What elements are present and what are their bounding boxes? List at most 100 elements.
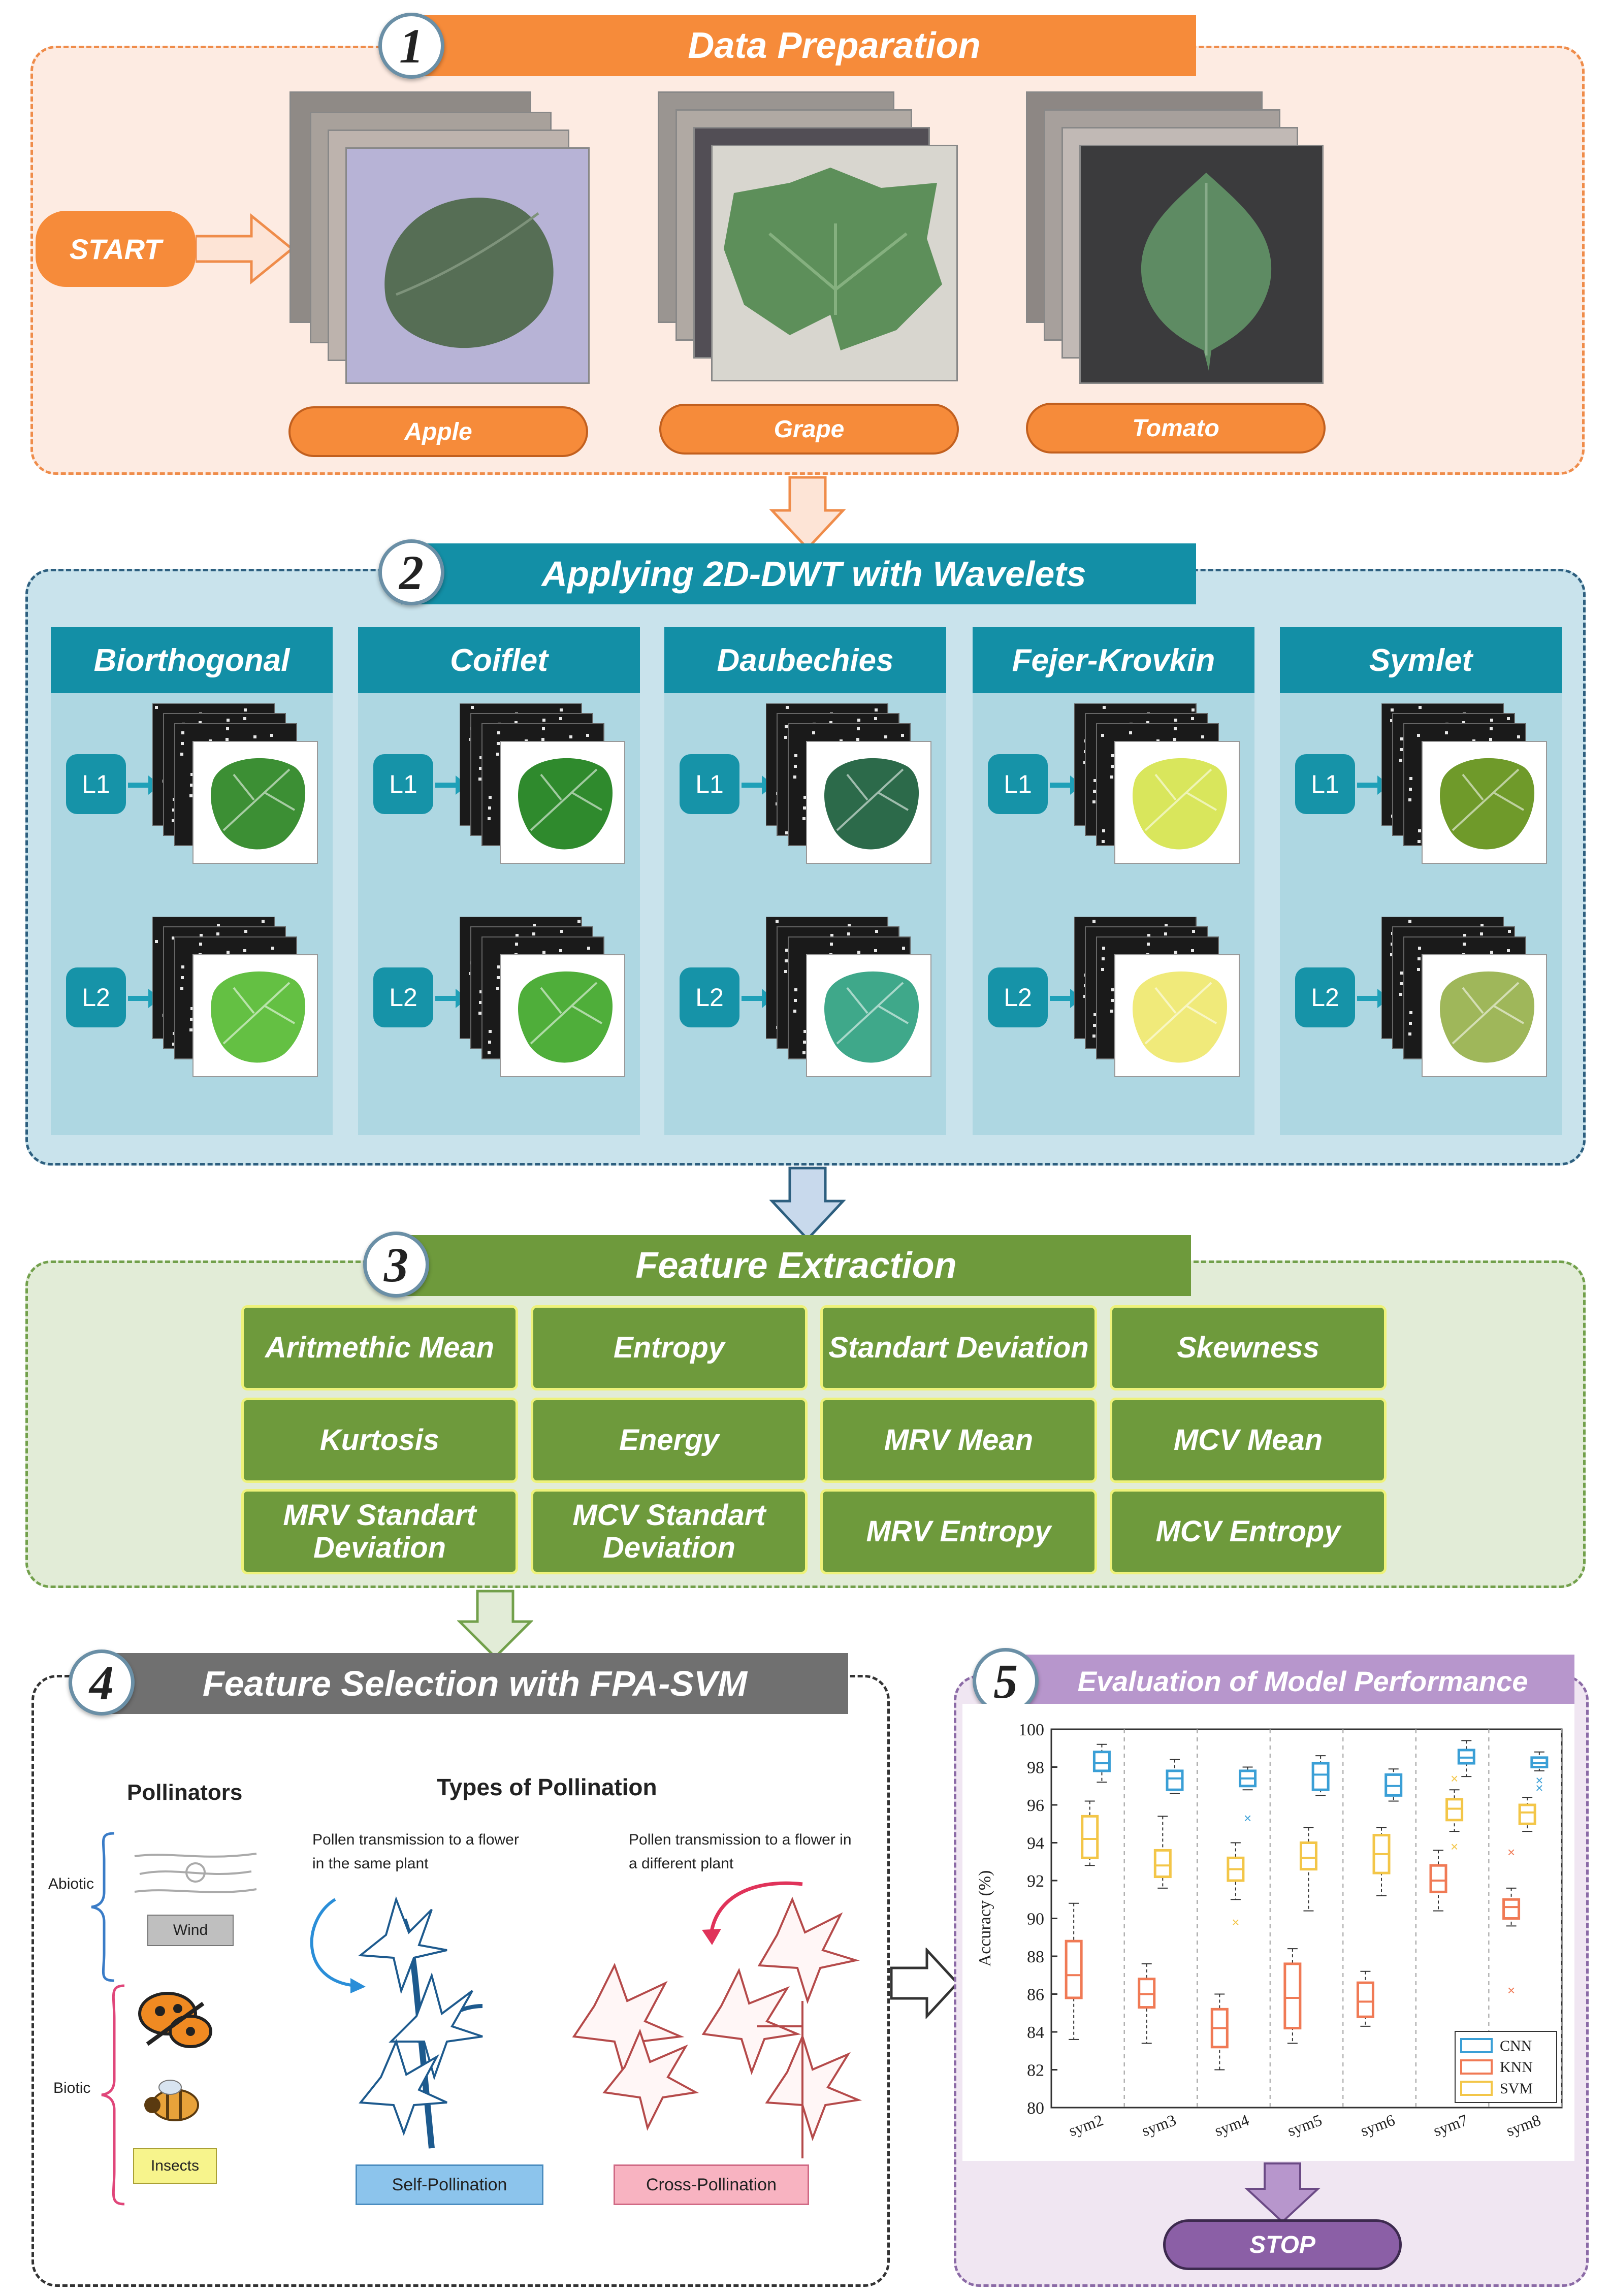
wavelet-name: Coiflet (358, 627, 640, 693)
box-cnn-sym2 (1092, 1751, 1111, 1772)
butterfly-icon (138, 1992, 212, 2048)
accuracy-box-plot: 80 82 84 86 88 90 92 94 96 98 100 Accuracy (%) sym2 s… (962, 1704, 1574, 2161)
biotic-label: Biotic (53, 2080, 91, 2096)
cross-pollination-description: Pollen transmission to a flower in a dif… (629, 1831, 852, 1872)
wavelet-banner: Applying 2D-DWT with Wavelets (401, 543, 1196, 604)
outlier-cnn: × (1244, 1810, 1251, 1826)
bee-icon (144, 2080, 199, 2121)
stop-node: STOP (1163, 2219, 1402, 2270)
level-arrow (1050, 989, 1082, 1008)
right-arrow-4-to-5 (890, 1948, 959, 2019)
wavelet-name: Daubechies (664, 627, 946, 693)
legend-label-svm: SVM (1500, 2080, 1533, 2097)
y-axis-label: Accuracy (%) (976, 1870, 994, 1967)
y-tick-label: 98 (1027, 1759, 1044, 1777)
feature-mrv-standart-deviation: MRV Standart Deviation (241, 1489, 518, 1574)
level-arrow (435, 775, 468, 795)
level-l2-box: L2 (1295, 967, 1355, 1027)
wavelet-name: Biorthogonal (51, 627, 333, 693)
tomato-image-stack (1026, 91, 1331, 386)
step-number-3: 3 (363, 1232, 429, 1298)
step-number-2: 2 (378, 539, 444, 605)
y-tick-label: 100 (1018, 1721, 1044, 1739)
wavelet-card-biorthogonal: Biorthogonal L1 L2 (51, 627, 333, 1135)
level-l1-box: L1 (988, 754, 1048, 814)
pollinators-title: Pollinators (127, 1780, 243, 1805)
insects-label: Insects (133, 2148, 217, 2184)
tomato-leaf-image (1141, 173, 1272, 371)
x-tick-label: sym5 (1285, 2111, 1324, 2140)
grape-label: Grape (659, 404, 959, 455)
x-tick-label: sym4 (1212, 2111, 1251, 2140)
legend-label-knn: KNN (1500, 2059, 1533, 2076)
types-of-pollination-title: Types of Pollination (437, 1774, 657, 1800)
y-tick-label: 94 (1027, 1834, 1044, 1853)
legend-label-cnn: CNN (1500, 2038, 1532, 2054)
cross-pollination-flower-illustration (572, 1881, 862, 2158)
grape-image-stack (658, 91, 962, 386)
outlier-cnn: × (1535, 1780, 1543, 1795)
box-svm-sym2 (1081, 1815, 1099, 1859)
feature-selection-banner: Feature Selection with FPA-SVM (102, 1653, 848, 1714)
box-knn-sym6 (1356, 1981, 1374, 2018)
feature-extraction-banner: Feature Extraction (401, 1235, 1191, 1296)
wind-icon (134, 1853, 257, 1893)
feature-entropy: Entropy (531, 1305, 808, 1390)
level-arrow (1357, 989, 1390, 1008)
y-tick-label: 82 (1027, 2061, 1044, 2080)
level-arrow (435, 989, 468, 1008)
x-tick-label: sym2 (1066, 2111, 1105, 2140)
start-arrow (196, 213, 294, 284)
step-number-4: 4 (69, 1650, 135, 1716)
feature-skewness: Skewness (1110, 1305, 1387, 1390)
decomposed-image-stack-l1 (766, 703, 931, 864)
feature-mcv-entropy: MCV Entropy (1110, 1489, 1387, 1574)
feature-aritmethic-mean: Aritmethic Mean (241, 1305, 518, 1390)
cross-pollination-label: Cross-Pollination (614, 2164, 809, 2205)
wavelet-card-symlet: Symlet L1 L2 (1280, 627, 1562, 1135)
outlier-knn: × (1507, 1845, 1515, 1860)
feature-mcv-mean: MCV Mean (1110, 1398, 1387, 1483)
box-knn-sym7 (1429, 1864, 1447, 1893)
y-tick-label: 80 (1027, 2099, 1044, 2118)
grape-leaf-image (724, 168, 942, 350)
wavelet-title: Applying 2D-DWT with Wavelets (541, 554, 1086, 594)
self-pollination-flower-illustration (310, 1896, 483, 2149)
x-tick-label: sym6 (1358, 2111, 1397, 2140)
down-arrow-to-stop (1244, 2162, 1321, 2223)
decomposed-image-stack-l2 (766, 917, 931, 1077)
biotic-bracket (101, 1984, 125, 2206)
feature-kurtosis: Kurtosis (241, 1398, 518, 1483)
wavelet-name: Fejer-Krovkin (973, 627, 1254, 693)
box-svm-sym8 (1518, 1803, 1536, 1825)
decomposed-image-stack-l1 (152, 703, 318, 864)
wavelet-name: Symlet (1280, 627, 1562, 693)
x-tick-label: sym3 (1139, 2111, 1178, 2140)
decomposed-image-stack-l1 (1074, 703, 1240, 864)
level-l1-box: L1 (66, 754, 126, 814)
down-arrow-3 (457, 1590, 533, 1659)
feature-standart-deviation: Standart Deviation (820, 1305, 1097, 1390)
wavelet-card-fejer-krovkin: Fejer-Krovkin L1 L2 (973, 627, 1254, 1135)
box-knn-sym2 (1065, 1939, 1083, 1999)
y-tick-label: 96 (1027, 1796, 1044, 1815)
legend-swatch-knn (1460, 2059, 1493, 2075)
down-arrow-2 (769, 1167, 846, 1241)
level-arrow (128, 775, 160, 795)
wavelet-card-coiflet: Coiflet L1 L2 (358, 627, 640, 1135)
legend-swatch-svm (1460, 2081, 1493, 2096)
y-tick-label: 84 (1027, 2023, 1044, 2042)
step-number-1: 1 (378, 13, 444, 79)
decomposed-image-stack-l1 (460, 703, 625, 864)
abiotic-label: Abiotic (48, 1875, 94, 1892)
apple-image-stack (289, 91, 594, 386)
start-node: START (36, 211, 196, 287)
feature-extraction-title: Feature Extraction (635, 1245, 957, 1286)
wind-label: Wind (147, 1915, 234, 1946)
y-tick-label: 92 (1027, 1872, 1044, 1891)
feature-mrv-mean: MRV Mean (820, 1398, 1097, 1483)
box-svm-sym5 (1299, 1841, 1317, 1871)
level-arrow (1357, 775, 1390, 795)
feature-mcv-standart-deviation: MCV Standart Deviation (531, 1489, 808, 1574)
level-arrow (1050, 775, 1082, 795)
